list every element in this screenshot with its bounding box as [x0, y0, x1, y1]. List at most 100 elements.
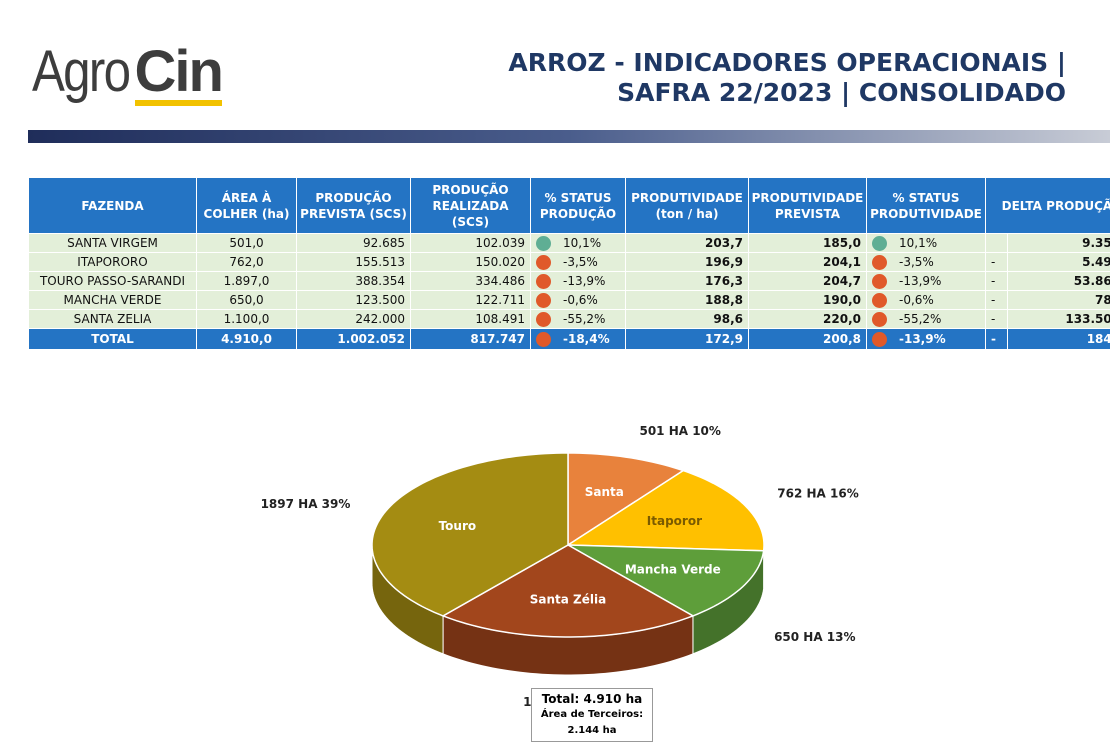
- cell: 102.039: [410, 233, 531, 253]
- cell: 242.000: [296, 309, 411, 329]
- cell: 1.100,0: [196, 309, 297, 329]
- status-cell: -0,6%: [866, 290, 986, 310]
- cell: 123.500: [296, 290, 411, 310]
- cell: -: [985, 252, 1008, 272]
- status-text: -18,4%: [563, 331, 610, 346]
- cell: 92.685: [296, 233, 411, 253]
- cell: 5.492,7: [1007, 252, 1110, 272]
- status-cell: -13,9%: [866, 271, 986, 291]
- cell: 188,8: [625, 290, 749, 310]
- header-row: FAZENDA ÁREA À COLHER (ha) PRODUÇÃO PREVIS…: [28, 177, 1110, 234]
- status-dot: [872, 292, 887, 308]
- cell: 172,9: [625, 328, 749, 350]
- status-cell: -55,2%: [530, 309, 626, 329]
- cell: 200,8: [748, 328, 867, 350]
- cell: 122.711: [410, 290, 531, 310]
- status-dot: [536, 235, 551, 251]
- cell: -: [985, 271, 1008, 291]
- cell: 203,7: [625, 233, 749, 253]
- status-text: -55,2%: [563, 311, 606, 326]
- column-header: PRODUTIVIDADE (ton / ha): [625, 177, 749, 234]
- column-header: DELTA PRODUÇÃO: [985, 177, 1110, 234]
- cell: 155.513: [296, 252, 411, 272]
- cell: SANTA ZELIA: [28, 309, 197, 329]
- column-header: % STATUS PRODUTIVIDADE: [866, 177, 986, 234]
- status-cell: -3,5%: [866, 252, 986, 272]
- summary-value: 2.144 ha: [567, 725, 617, 736]
- column-header: FAZENDA: [28, 177, 197, 234]
- title-line: SAFRA 22/2023 | CONSOLIDADO: [617, 78, 1066, 107]
- cell: 220,0: [748, 309, 867, 329]
- table-row: SANTA VIRGEM 501,0 92.685 102.039 10,1% 203,7…: [28, 233, 1110, 253]
- total-row: TOTAL 4.910,0 1.002.052 817.747 -18,4% 172,9 2…: [28, 328, 1110, 350]
- cell: 762,0: [196, 252, 297, 272]
- slice-label: Mancha Verde: [625, 563, 721, 577]
- status-dot: [872, 254, 887, 270]
- pie-slice: [441, 544, 695, 638]
- cell: 388.354: [296, 271, 411, 291]
- status-dot: [536, 331, 551, 347]
- column-header: PRODUTIVIDADE PREVISTA: [748, 177, 867, 234]
- logo-part: Cin: [134, 39, 224, 106]
- table-row: SANTA ZELIA 1.100,0 242.000 108.491 -55,2% 98…: [28, 309, 1110, 329]
- status-dot: [872, 331, 887, 347]
- pie-slice: [565, 469, 765, 552]
- cell: TOURO PASSO-SARANDI: [28, 271, 197, 291]
- cell: 9.354,0: [1007, 233, 1110, 253]
- cell: 1.897,0: [196, 271, 297, 291]
- cell: 789,0: [1007, 290, 1110, 310]
- cell: 4.910,0: [196, 328, 297, 350]
- status-text: 10,1%: [563, 235, 602, 250]
- slice-label: Itaporor: [647, 514, 702, 528]
- value-label: 501 HA 10%: [639, 424, 720, 438]
- cell: -: [985, 328, 1008, 350]
- table-row: TOURO PASSO-SARANDI 1.897,0 388.354 334.486…: [28, 271, 1110, 291]
- cell: SANTA VIRGEM: [28, 233, 197, 253]
- column-header: ÁREA À COLHER (ha): [196, 177, 297, 234]
- table-row: MANCHA VERDE 650,0 123.500 122.711 -0,6% 188,…: [28, 290, 1110, 310]
- table-body: SANTA VIRGEM 501,0 92.685 102.039 10,1% 203,7…: [28, 233, 1110, 350]
- value-label: 650 HA 13%: [774, 630, 855, 644]
- cell: -: [985, 290, 1008, 310]
- status-cell: -55,2%: [866, 309, 986, 329]
- title: ARROZ - INDICADORES OPERACIONAIS | SAFRA …: [508, 48, 1066, 108]
- status-dot: [872, 273, 887, 289]
- header-bar: [28, 130, 1110, 143]
- status-text: -0,6%: [563, 292, 598, 307]
- cell: 176,3: [625, 271, 749, 291]
- column-header: PRODUÇÃO PREVISTA (SCS): [296, 177, 411, 234]
- column-header: % STATUS PRODUÇÃO: [530, 177, 626, 234]
- cell: 185,0: [748, 233, 867, 253]
- status-text: -13,9%: [899, 273, 942, 288]
- status-text: -3,5%: [899, 254, 934, 269]
- status-dot: [536, 254, 551, 270]
- summary-box: Total: 4.910 ha Área de Terceiros: 2.144…: [531, 688, 653, 742]
- status-text: -3,5%: [563, 254, 598, 269]
- column-header: PRODUÇÃO REALIZADA (SCS): [410, 177, 531, 234]
- cell: 108.491: [410, 309, 531, 329]
- pie-chart: Santa 501 HA 10% Itaporor 762 HA 16% Mancha …: [261, 424, 859, 709]
- status-text: -13,9%: [563, 273, 606, 288]
- status-cell: -13,9%: [530, 271, 626, 291]
- cell: 53.867,8: [1007, 271, 1110, 291]
- status-cell: -0,6%: [530, 290, 626, 310]
- cell: 150.020: [410, 252, 531, 272]
- status-dot: [536, 273, 551, 289]
- status-text: -13,9%: [899, 331, 946, 346]
- value-label: 762 HA 16%: [777, 487, 858, 501]
- value-label: 1897 HA 39%: [261, 497, 351, 511]
- table-wrap: FAZENDA ÁREA À COLHER (ha) PRODUÇÃO PREVIS…: [28, 177, 1110, 350]
- pie-slice: [371, 452, 569, 617]
- title-line: ARROZ - INDICADORES OPERACIONAIS |: [508, 48, 1066, 77]
- cell: 501,0: [196, 233, 297, 253]
- status-dot: [872, 311, 887, 327]
- status-text: -55,2%: [899, 311, 942, 326]
- cell: 650,0: [196, 290, 297, 310]
- cell: 184.30: [1007, 328, 1110, 350]
- table-row: ITAPORORO 762,0 155.513 150.020 -3,5% 196,9 20…: [28, 252, 1110, 272]
- cell: TOTAL: [28, 328, 197, 350]
- status-cell: -3,5%: [530, 252, 626, 272]
- cell: 98,6: [625, 309, 749, 329]
- slice-label: Santa: [585, 485, 624, 499]
- cell: 817.747: [410, 328, 531, 350]
